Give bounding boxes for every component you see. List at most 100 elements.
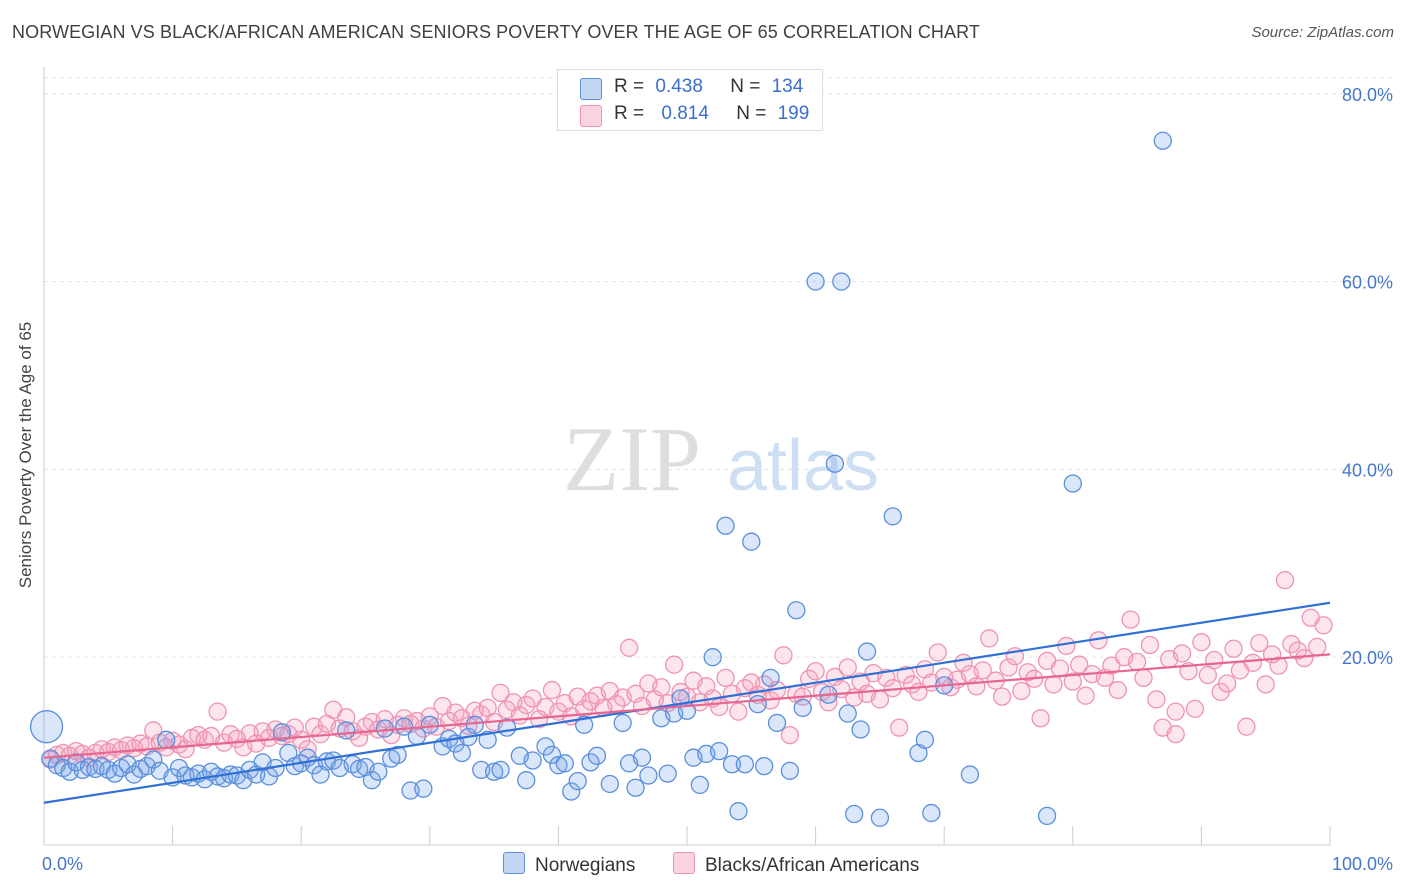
norwegian-point	[1037, 806, 1057, 826]
black-point	[1224, 639, 1243, 658]
legend-swatch-blue	[580, 78, 602, 100]
black-point	[928, 643, 947, 662]
bottom-legend-label: Blacks/African Americans	[705, 855, 920, 876]
bottom-legend-norwegians: Norwegians	[503, 852, 635, 876]
norwegian-point	[517, 771, 536, 790]
norwegian-point	[420, 715, 439, 734]
norwegian-point	[632, 748, 652, 767]
series-norwegians-points	[29, 131, 1172, 827]
source-label: Source: ZipAtlas.com	[1251, 24, 1394, 41]
black-point	[208, 702, 227, 721]
gridlines	[44, 77, 1392, 658]
norwegian-point	[369, 762, 388, 781]
norwegian-point	[484, 762, 504, 781]
black-point	[973, 661, 992, 680]
black-point	[1205, 650, 1224, 670]
norwegian-point	[838, 704, 857, 723]
norwegian-point	[825, 454, 845, 473]
tick-labels: 20.0% 40.0% 60.0% 80.0% 0.0% 100.0%	[42, 85, 1393, 874]
black-point	[806, 662, 825, 681]
black-point	[1057, 636, 1076, 656]
black-point	[1166, 702, 1185, 721]
axes	[43, 67, 1331, 846]
black-point	[1198, 665, 1217, 685]
black-point	[1076, 686, 1095, 705]
black-point	[710, 697, 729, 717]
norwegian-point	[600, 774, 619, 794]
black-point	[1314, 616, 1333, 635]
x-tick-label: 100.0%	[1332, 854, 1393, 874]
norwegian-point	[491, 760, 510, 780]
norwegian-point	[748, 694, 767, 714]
norwegian-point	[857, 642, 877, 661]
norwegian-point	[568, 771, 587, 791]
trend-line-blacks	[43, 653, 1331, 759]
norwegian-point	[562, 782, 581, 801]
norwegian-point	[388, 745, 407, 765]
black-point	[838, 658, 857, 677]
norwegian-point	[452, 743, 472, 763]
black-point	[1192, 633, 1211, 652]
legend-n-label: N =	[730, 76, 761, 97]
norwegian-point	[793, 698, 812, 718]
black-point	[941, 678, 960, 697]
norwegian-point	[755, 756, 774, 776]
black-point	[1256, 675, 1275, 694]
black-point	[774, 646, 793, 665]
norwegian-point	[780, 761, 800, 780]
trend-lines	[43, 601, 1331, 804]
norwegian-point	[478, 730, 497, 749]
black-point	[1237, 717, 1256, 736]
black-point	[1250, 633, 1269, 653]
norwegian-point	[157, 730, 176, 749]
legend-r-value: 0.814	[661, 103, 709, 124]
legend-r-label: R =	[614, 103, 645, 124]
black-point	[1275, 571, 1295, 590]
norwegian-point	[465, 715, 484, 734]
black-point	[992, 687, 1012, 706]
norwegian-point	[1153, 131, 1172, 150]
black-point	[1018, 663, 1037, 682]
norwegian-point	[587, 746, 607, 765]
norwegian-point	[375, 719, 394, 738]
black-point	[1185, 699, 1205, 718]
watermark: ZIP atlas	[563, 408, 879, 510]
norwegian-point	[729, 802, 748, 821]
black-point	[1307, 637, 1327, 657]
black-point	[517, 695, 536, 715]
norwegian-point	[79, 757, 99, 777]
black-point	[1102, 656, 1121, 675]
black-point	[967, 677, 986, 696]
norwegian-point	[710, 741, 729, 761]
correlation-legend: R = 0.438 N = 134 R = 0.814 N = 199	[557, 69, 823, 131]
black-point	[716, 668, 735, 688]
black-point	[1282, 634, 1301, 654]
norwegian-point	[722, 755, 742, 774]
norwegian-point	[658, 764, 677, 783]
norwegian-point	[735, 755, 755, 774]
black-point	[652, 678, 671, 697]
black-point	[1012, 681, 1031, 701]
black-point	[1127, 652, 1147, 672]
norwegian-point	[549, 756, 568, 775]
black-point	[877, 668, 896, 688]
black-point	[664, 655, 684, 674]
legend-n-label: N =	[736, 103, 767, 124]
norwegian-point	[742, 532, 761, 551]
black-point	[1031, 709, 1050, 728]
black-point	[523, 689, 542, 708]
watermark-zip: ZIP	[563, 408, 701, 510]
norwegian-point	[883, 507, 902, 526]
trend-line-norwegians	[43, 601, 1331, 804]
legend-swatch-pink	[580, 105, 602, 127]
legend-n-value: 199	[777, 103, 810, 124]
black-point	[1121, 610, 1140, 629]
black-point	[1172, 644, 1192, 663]
black-point	[1140, 635, 1160, 655]
black-point	[1108, 680, 1127, 700]
black-point	[896, 665, 915, 685]
black-point	[491, 683, 510, 703]
norwegian-point	[542, 745, 562, 765]
norwegian-point	[690, 775, 710, 795]
